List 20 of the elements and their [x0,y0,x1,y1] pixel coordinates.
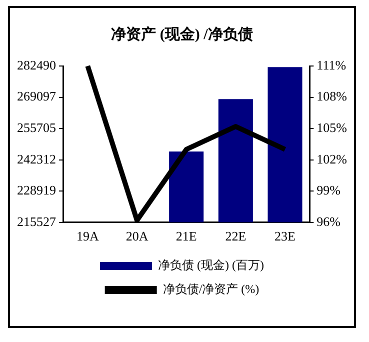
x-tick-label: 23E [274,228,296,244]
y-tick-label: 242312 [17,151,56,166]
x-tick-label: 19A [76,228,100,244]
x-tick-label: 20A [126,228,149,244]
y-tick-label: 255705 [17,120,56,135]
y2-tick-label: 99% [316,182,341,198]
legend-label: 净负债/净资产 (%) [162,282,260,296]
legend-label: 净负债 (现金) (百万) [158,258,264,272]
y-tick-label: 215527 [17,214,56,229]
x-tick-label: 21E [176,228,197,244]
y-tick-label: 282490 [17,57,56,72]
y-tick-label: 269097 [17,88,56,104]
y2-tick-label: 102% [316,151,348,166]
y2-tick-label: 96% [316,214,341,229]
y-tick-label: 228919 [17,182,56,198]
y2-tick-label: 105% [316,120,348,135]
y2-tick-label: 108% [316,88,348,104]
y2-tick-label: 111% [316,57,346,72]
chart-title: 净资产 (现金) /净负债 [111,26,253,43]
x-tick-label: 22E [225,228,246,244]
